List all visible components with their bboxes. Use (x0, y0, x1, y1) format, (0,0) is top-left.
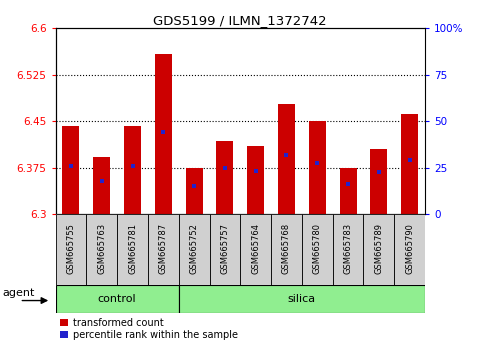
Text: GSM665763: GSM665763 (97, 223, 106, 274)
Bar (216, 141, 233, 214)
Bar (271, 214, 302, 285)
Text: GSM665789: GSM665789 (374, 223, 384, 274)
Text: agent: agent (3, 288, 35, 298)
Bar (86, 214, 117, 285)
Bar (56, 285, 179, 313)
Bar (401, 114, 418, 214)
Bar (240, 214, 271, 285)
Text: GSM665764: GSM665764 (251, 223, 260, 274)
Text: GSM665790: GSM665790 (405, 223, 414, 274)
Bar (302, 214, 333, 285)
Bar (333, 214, 364, 285)
Bar (185, 168, 202, 214)
Text: GSM665783: GSM665783 (343, 223, 353, 274)
Bar (56, 214, 86, 285)
Bar (394, 214, 425, 285)
Text: GSM665781: GSM665781 (128, 223, 137, 274)
Bar (370, 149, 387, 214)
Bar (364, 214, 394, 285)
Bar (124, 126, 141, 214)
Title: GDS5199 / ILMN_1372742: GDS5199 / ILMN_1372742 (154, 14, 327, 27)
Bar (210, 214, 240, 285)
Bar (278, 104, 295, 214)
Bar (179, 214, 210, 285)
Text: GSM665752: GSM665752 (190, 223, 199, 274)
Bar (148, 214, 179, 285)
Bar (117, 214, 148, 285)
Bar (340, 168, 356, 214)
Bar (309, 121, 326, 214)
Text: control: control (98, 294, 136, 304)
Text: GSM665757: GSM665757 (220, 223, 229, 274)
Text: GSM665780: GSM665780 (313, 223, 322, 274)
Bar (62, 126, 79, 214)
Text: GSM665755: GSM665755 (67, 223, 75, 274)
Text: silica: silica (288, 294, 316, 304)
Bar (155, 54, 172, 214)
Bar (247, 146, 264, 214)
Text: GSM665787: GSM665787 (159, 223, 168, 274)
Text: GSM665768: GSM665768 (282, 223, 291, 274)
Bar (179, 285, 425, 313)
Bar (93, 156, 110, 214)
Legend: transformed count, percentile rank within the sample: transformed count, percentile rank withi… (60, 318, 238, 340)
